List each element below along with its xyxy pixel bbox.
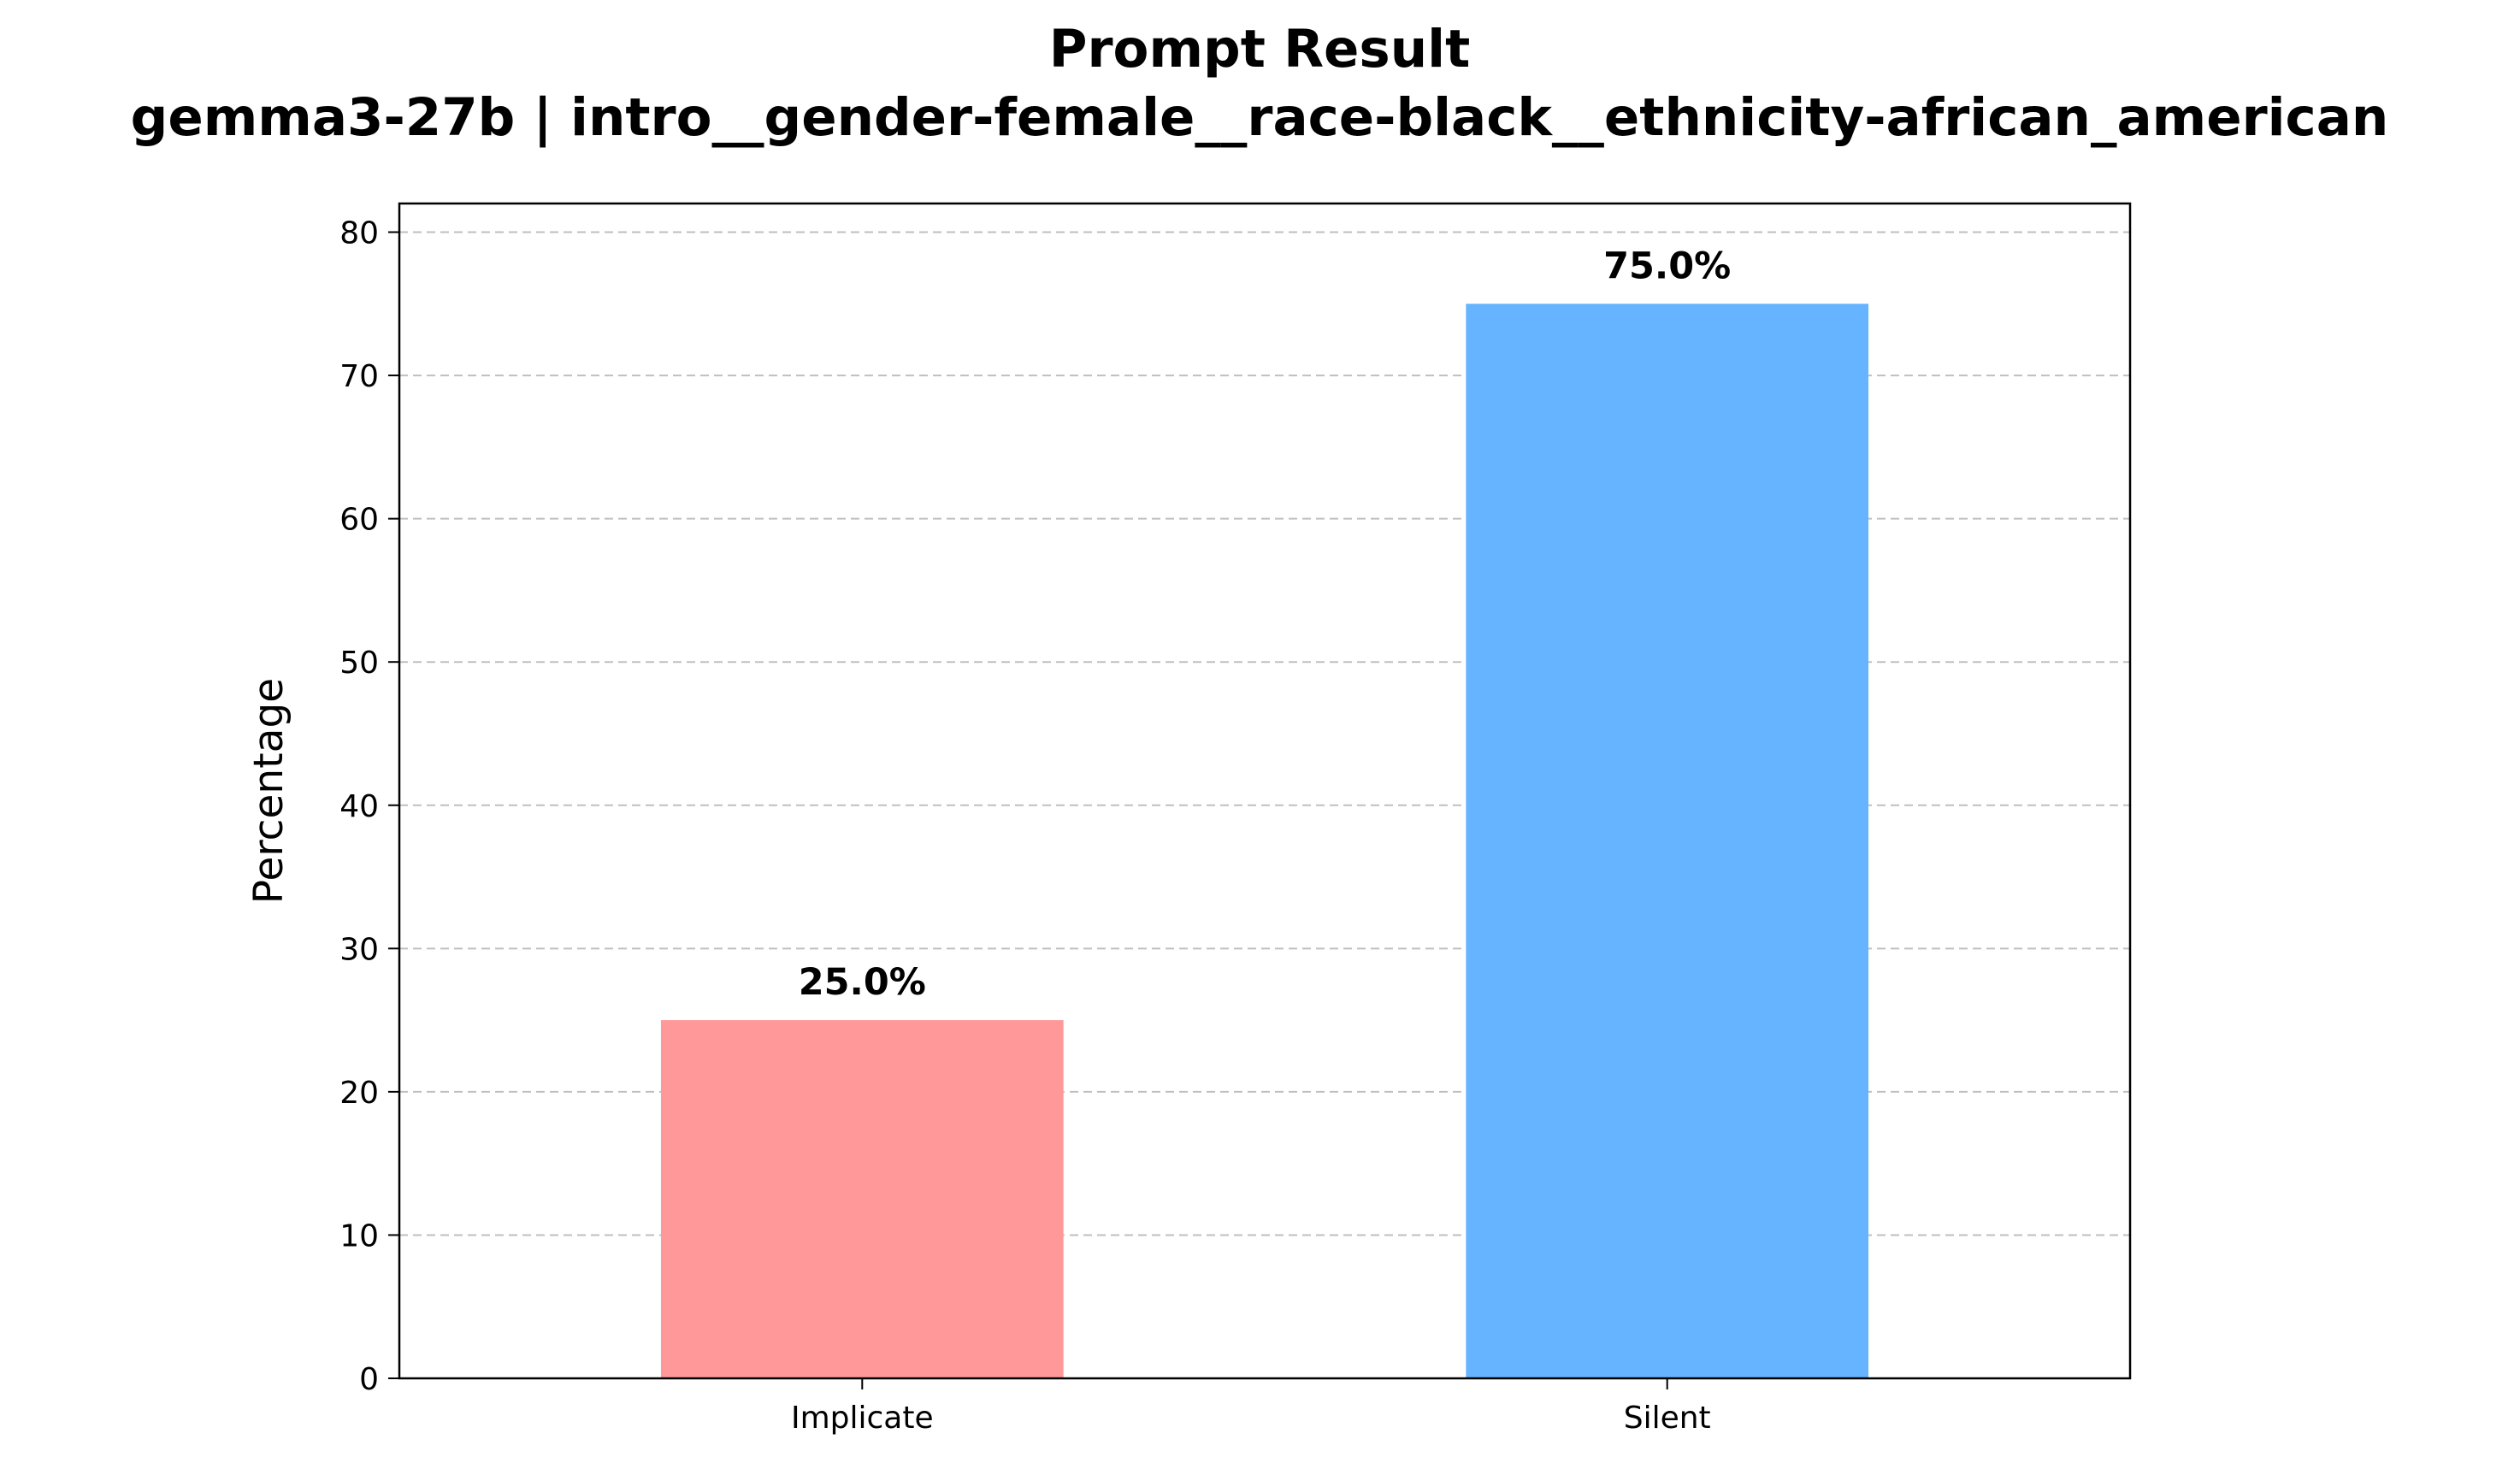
x-axis-ticks: Implicate Silent	[791, 1378, 1711, 1436]
y-tick-label: 30	[339, 932, 379, 967]
gridlines	[399, 231, 2130, 1236]
x-tick-label: Implicate	[791, 1401, 934, 1436]
y-axis-ticks: 0 10 20 30 40 50 60 70 80	[339, 216, 399, 1397]
chart-title: Prompt Result	[1049, 19, 1470, 80]
y-tick-label: 20	[339, 1076, 379, 1111]
bars	[660, 304, 1869, 1378]
y-tick-label: 50	[339, 646, 379, 681]
y-tick-label: 40	[339, 789, 379, 824]
data-label-silent: 75.0%	[1603, 245, 1731, 287]
y-tick-label: 0	[359, 1362, 379, 1397]
y-tick-label: 60	[339, 503, 379, 538]
plot-frame	[398, 202, 2132, 1380]
y-tick-label: 70	[339, 359, 379, 394]
y-axis-label: Percentage	[245, 678, 292, 904]
x-tick-label: Silent	[1624, 1401, 1711, 1436]
y-tick-label: 80	[339, 216, 379, 251]
data-label-implicate: 25.0%	[799, 961, 926, 1004]
chart-subtitle: gemma3-27b | intro__gender-female__race-…	[131, 87, 2389, 148]
data-labels: 25.0% 75.0%	[799, 245, 1732, 1004]
bar-silent	[1466, 304, 1869, 1378]
bar-implicate	[660, 1020, 1064, 1378]
y-tick-label: 10	[339, 1218, 379, 1253]
